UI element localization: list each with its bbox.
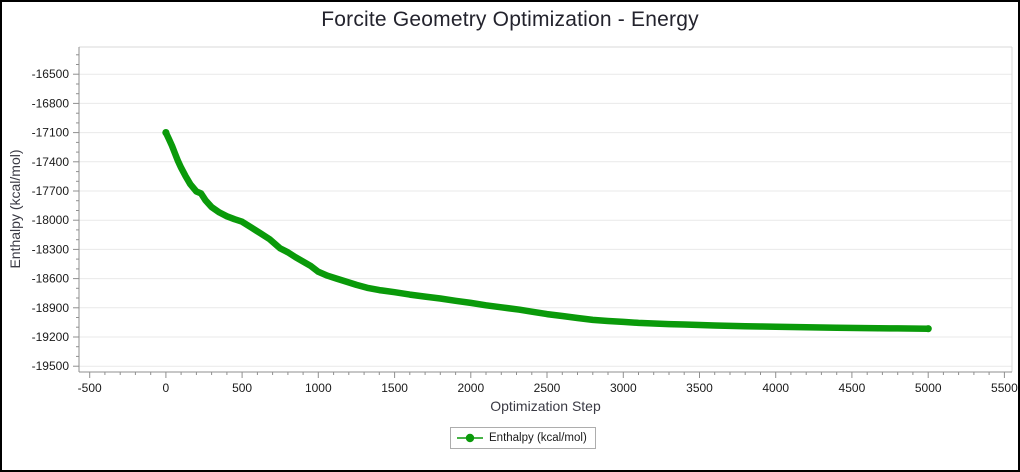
y-tick-label: -17700 xyxy=(32,184,70,198)
enthalpy-curve[interactable] xyxy=(162,129,932,332)
x-tick-label: 0 xyxy=(163,381,170,395)
x-tick-label: 5500 xyxy=(991,381,1018,395)
x-tick-label: 5000 xyxy=(915,381,942,395)
y-axis-label: Enthalpy (kcal/mol) xyxy=(7,149,23,269)
legend-marker-icon xyxy=(457,433,483,443)
x-tick-label: -500 xyxy=(78,381,102,395)
y-tick-label: -18300 xyxy=(32,242,70,256)
x-tick-label: 4500 xyxy=(839,381,866,395)
curve-start-marker xyxy=(162,129,170,137)
x-axis-label: Optimization Step xyxy=(490,398,601,414)
x-tick-label: 3000 xyxy=(610,381,637,395)
y-tick-label: -18600 xyxy=(32,272,70,286)
y-tick-label: -16500 xyxy=(32,67,70,81)
legend-label: Enthalpy (kcal/mol) xyxy=(489,432,587,444)
x-tick-label: 2000 xyxy=(457,381,484,395)
x-tick-label: 500 xyxy=(232,381,252,395)
chart-title: Forcite Geometry Optimization - Energy xyxy=(321,8,699,31)
x-tick-label: 1500 xyxy=(381,381,408,395)
y-tick-label: -19200 xyxy=(32,330,70,344)
y-tick-label: -17100 xyxy=(32,126,70,140)
y-tick-label: -16800 xyxy=(32,96,70,110)
legend-box: Enthalpy (kcal/mol) xyxy=(450,427,596,449)
x-tick-label: 2500 xyxy=(534,381,561,395)
y-tick-label: -18900 xyxy=(32,301,70,315)
y-tick-label: -18000 xyxy=(32,213,70,227)
y-tick-label: -19500 xyxy=(32,359,70,373)
curve-end-marker xyxy=(924,325,932,333)
x-tick-label: 4000 xyxy=(762,381,789,395)
x-tick-label: 3500 xyxy=(686,381,713,395)
x-tick-label: 1000 xyxy=(305,381,332,395)
y-tick-label: -17400 xyxy=(32,155,70,169)
